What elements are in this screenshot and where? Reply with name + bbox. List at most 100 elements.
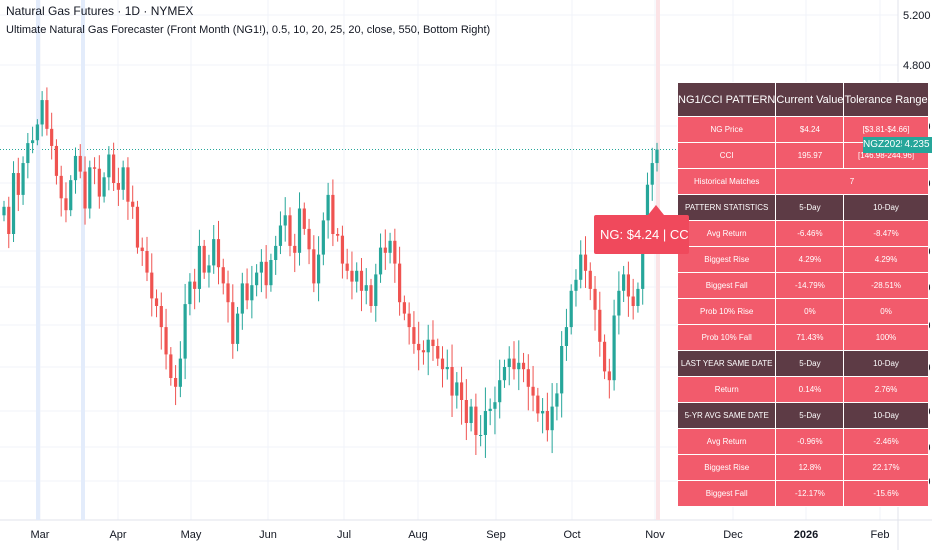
table-row: CCI 195.97 [146.98-244.96] (676, 142, 929, 169)
candle-body (622, 274, 626, 291)
candle-body (402, 302, 406, 314)
table-cell: 5-Day (775, 350, 845, 377)
candle-body (102, 177, 106, 197)
callout-pointer (648, 205, 664, 215)
candle-body (526, 369, 530, 387)
candle-body (293, 245, 297, 253)
candle-body (59, 175, 63, 199)
table-cell: 10-Day (843, 194, 929, 221)
candle-body (240, 283, 244, 314)
candle-body (545, 411, 549, 431)
table-cell: 10-Day (843, 402, 929, 429)
table-section-row: PATTERN STATISTICS 5-Day 10-Day (676, 194, 929, 221)
candle-body (112, 154, 116, 183)
candle-body (521, 362, 526, 370)
table-cell: Prob 10% Rise (676, 298, 777, 325)
highlight-band (656, 0, 660, 520)
candle-body (88, 167, 92, 209)
candle-body (502, 367, 507, 381)
table-row: Return 0.14% 2.76% (676, 376, 929, 403)
x-tick-label: Feb (871, 529, 890, 541)
candle-body (393, 240, 397, 264)
candle-body (188, 281, 192, 305)
candle-body (631, 296, 635, 306)
table-section-row: 5-YR AVG SAME DATE 5-Day 10-Day (676, 402, 929, 429)
indicator-legend[interactable]: Ultimate Natural Gas Forecaster (Front M… (6, 24, 491, 36)
candle-body (135, 206, 140, 248)
candle-body (493, 402, 497, 409)
table-cell: 10-Day (843, 350, 929, 377)
candle-body (483, 411, 488, 435)
candle-body (216, 239, 221, 268)
table-cell: 22.17% (843, 454, 929, 481)
candle-body (92, 167, 97, 169)
candles (2, 87, 659, 458)
candle-body (312, 249, 316, 284)
candle-body (607, 371, 611, 381)
candle-body (598, 309, 602, 342)
candle-body (350, 270, 354, 282)
table-row: Avg Return -6.46% -8.47% (676, 220, 929, 247)
candle-body (331, 194, 335, 234)
table-cell: -12.17% (775, 480, 845, 507)
candle-body (274, 245, 278, 260)
candle-body (421, 350, 426, 353)
candle-body (35, 124, 39, 141)
candle-body (626, 274, 631, 297)
table-cell: $4.24 (775, 116, 845, 143)
y-tick-label: 5.200 (903, 10, 931, 22)
time-axis: Mar Apr May Jun Jul Aug Sep Oct Nov Dec 2026 Feb (31, 529, 890, 541)
x-tick-label: Apr (109, 529, 126, 541)
candle-body (426, 339, 430, 353)
candle-body (140, 247, 144, 251)
candle-body (340, 235, 345, 264)
candle-body (154, 298, 159, 306)
candle-body (178, 358, 182, 387)
candle-body (164, 327, 168, 355)
candle-body (378, 247, 383, 275)
table-cell: Biggest Fall (676, 272, 777, 299)
candle-body (278, 225, 283, 246)
candle-body (30, 140, 35, 144)
table-section-row: LAST YEAR SAME DATE 5-Day 10-Day (676, 350, 929, 377)
table-cell: CCI (676, 142, 777, 169)
candle-body (459, 382, 464, 400)
table-cell: Prob 10% Fall (676, 324, 777, 351)
candle-body (407, 313, 411, 328)
table-cell: Biggest Rise (676, 454, 777, 481)
candle-body (321, 220, 325, 255)
candle-body (302, 208, 306, 229)
table-cell: Return (676, 376, 777, 403)
candle-body (183, 304, 187, 359)
table-cell: 0% (843, 298, 929, 325)
table-cell: Tolerance Range (843, 82, 929, 117)
candle-body (245, 283, 249, 301)
candle-body (398, 263, 402, 303)
candle-body (159, 306, 163, 328)
table-cell: Avg Return (676, 220, 777, 247)
highlight-band (36, 0, 40, 520)
candle-body (2, 206, 6, 216)
candle-body (512, 358, 516, 370)
x-tick-label: Mar (31, 529, 50, 541)
candle-body (645, 184, 650, 226)
table-cell: 2.76% (843, 376, 929, 403)
candle-body (583, 254, 588, 271)
table-cell: 5-YR AVG SAME DATE (676, 402, 777, 429)
table-cell: 7 (775, 168, 929, 195)
table-header-row: NG1/CCI PATTERN Current Value Tolerance Ra… (676, 82, 929, 117)
candle-body (173, 378, 178, 387)
candle-body (50, 128, 54, 146)
candle-body (97, 168, 101, 197)
x-tick-label: Nov (645, 529, 665, 541)
table-row: NG Price $4.24 [$3.81-$4.66] (676, 116, 929, 143)
candle-body (369, 285, 373, 306)
candle-body (564, 327, 569, 346)
candle-body (431, 339, 435, 346)
candle-body (450, 367, 454, 396)
chart-title: Natural Gas Futures · 1D · NYMEX (6, 4, 194, 18)
table-cell: 12.8% (775, 454, 845, 481)
x-tick-label: Jun (259, 529, 277, 541)
table-cell: Biggest Fall (676, 480, 777, 507)
candle-body (231, 302, 235, 344)
